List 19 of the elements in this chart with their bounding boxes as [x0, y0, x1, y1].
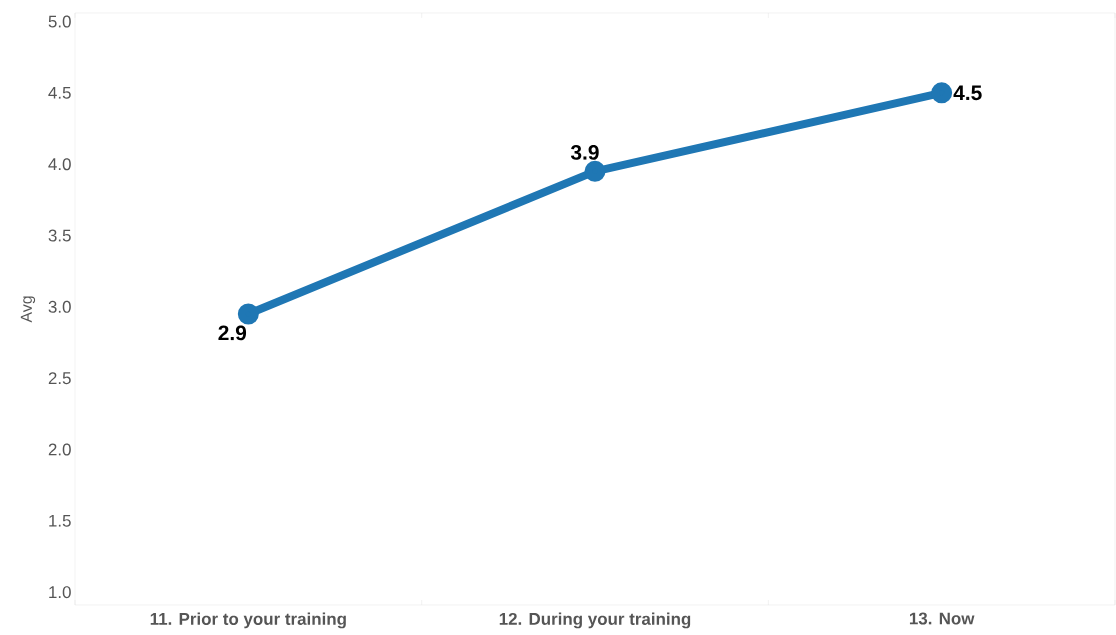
- y-tick-label: 5.0: [48, 15, 71, 28]
- x-tick-label: 12. During your training: [499, 612, 691, 629]
- point: [237, 303, 259, 325]
- y-tick-label: 2.0: [48, 443, 71, 456]
- y-tick-label: 1.0: [49, 586, 71, 599]
- x-tick-label: 13. Now: [909, 612, 975, 625]
- point: [584, 160, 606, 182]
- y-axis-title: Avg: [20, 296, 36, 323]
- y-tick-label: 2.5: [48, 372, 71, 385]
- y-tick-label: 4.5: [48, 86, 71, 99]
- data-label: 3.9: [570, 144, 599, 160]
- data-label: 4.5: [953, 85, 982, 101]
- y-tick-label: 1.5: [49, 514, 71, 527]
- x-tick-label: 11. Prior to your training: [150, 612, 346, 629]
- y-tick-label: 3.0: [48, 300, 71, 313]
- point: [931, 82, 953, 104]
- y-tick-label: 3.5: [48, 229, 71, 242]
- y-tick-label: 4.0: [48, 158, 71, 171]
- data-label: 2.9: [218, 325, 247, 341]
